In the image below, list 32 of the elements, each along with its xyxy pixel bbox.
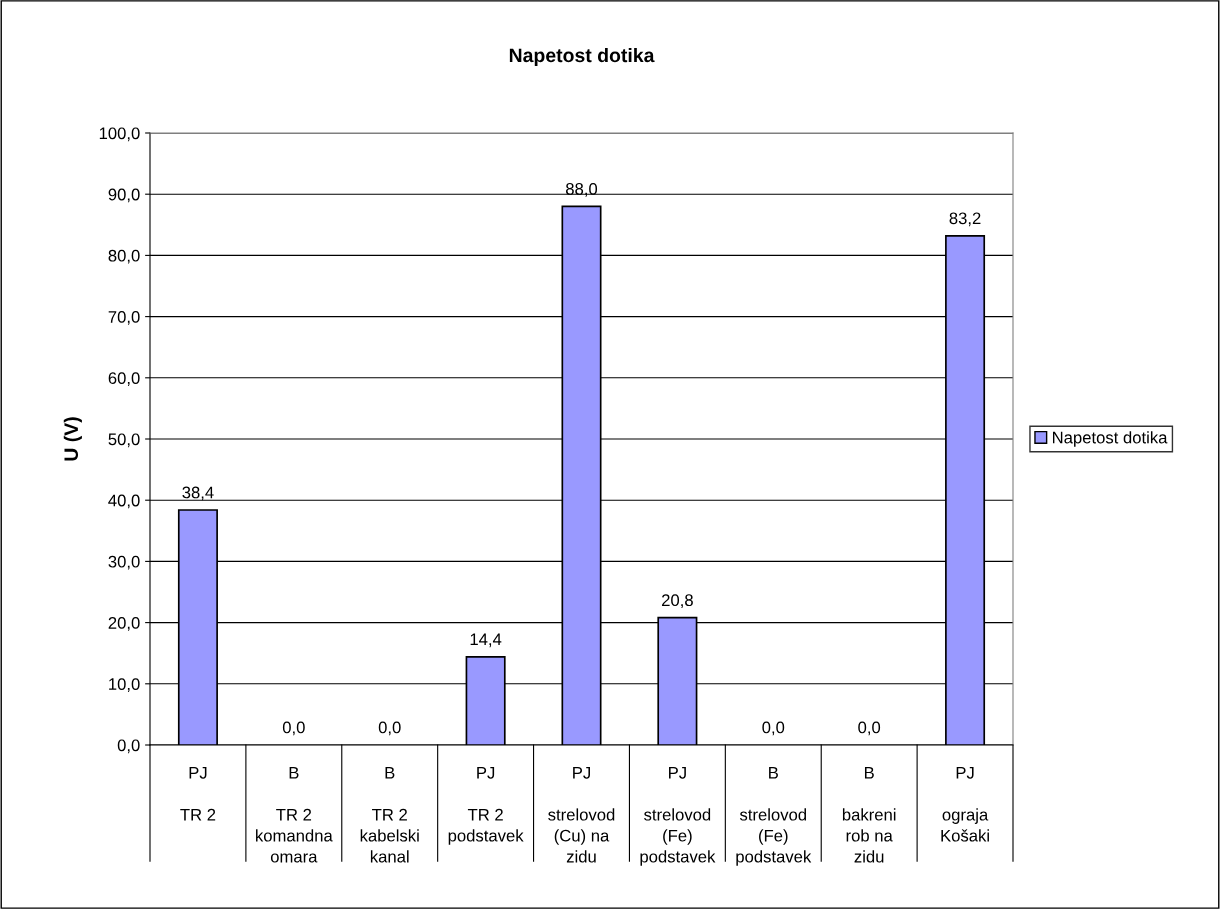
category-label: PJ TR 2 podstavek bbox=[448, 767, 524, 845]
y-tick-label: 40,0 bbox=[108, 494, 140, 509]
category-label: PJ strelovod (Fe) podstavek bbox=[640, 767, 716, 866]
category-label: B bakreni rob na zidu bbox=[842, 767, 896, 863]
category-label: PJ TR 2 bbox=[180, 767, 216, 821]
category-label: B strelovod (Fe) podstavek bbox=[736, 767, 812, 866]
data-label: 0,0 bbox=[762, 721, 785, 736]
data-label: 14,4 bbox=[470, 633, 502, 648]
category-label: B TR 2 komandna omara bbox=[256, 767, 333, 863]
y-tick-label: 100,0 bbox=[99, 127, 140, 142]
y-tick-label: 20,0 bbox=[108, 617, 140, 631]
category-label: PJ strelovod (Cu) na zidu bbox=[548, 767, 615, 863]
data-label: 0,0 bbox=[858, 721, 881, 736]
y-tick-label: 50,0 bbox=[108, 433, 140, 448]
data-label: 88,0 bbox=[566, 183, 598, 197]
category-label: B TR 2 kabelski kanal bbox=[360, 767, 419, 863]
legend-label: Napetost dotika bbox=[1053, 431, 1168, 447]
y-axis-title: U (V) bbox=[63, 417, 82, 461]
category-label: PJ ograja Košaki bbox=[941, 767, 989, 842]
y-tick-label: 10,0 bbox=[109, 678, 140, 692]
data-label: 83,2 bbox=[949, 212, 981, 227]
y-tick-label: 80,0 bbox=[108, 249, 140, 264]
data-label: 20,8 bbox=[662, 594, 693, 609]
data-label: 0,0 bbox=[378, 721, 401, 736]
y-tick-label: 0,0 bbox=[117, 739, 140, 754]
y-tick-label: 70,0 bbox=[108, 311, 140, 325]
y-tick-label: 90,0 bbox=[108, 188, 140, 203]
chart-title: Napetost dotika bbox=[509, 47, 655, 67]
y-tick-label: 60,0 bbox=[108, 372, 140, 386]
y-tick-label: 30,0 bbox=[108, 555, 140, 570]
data-label: 38,4 bbox=[182, 486, 214, 501]
data-label: 0,0 bbox=[282, 721, 305, 736]
